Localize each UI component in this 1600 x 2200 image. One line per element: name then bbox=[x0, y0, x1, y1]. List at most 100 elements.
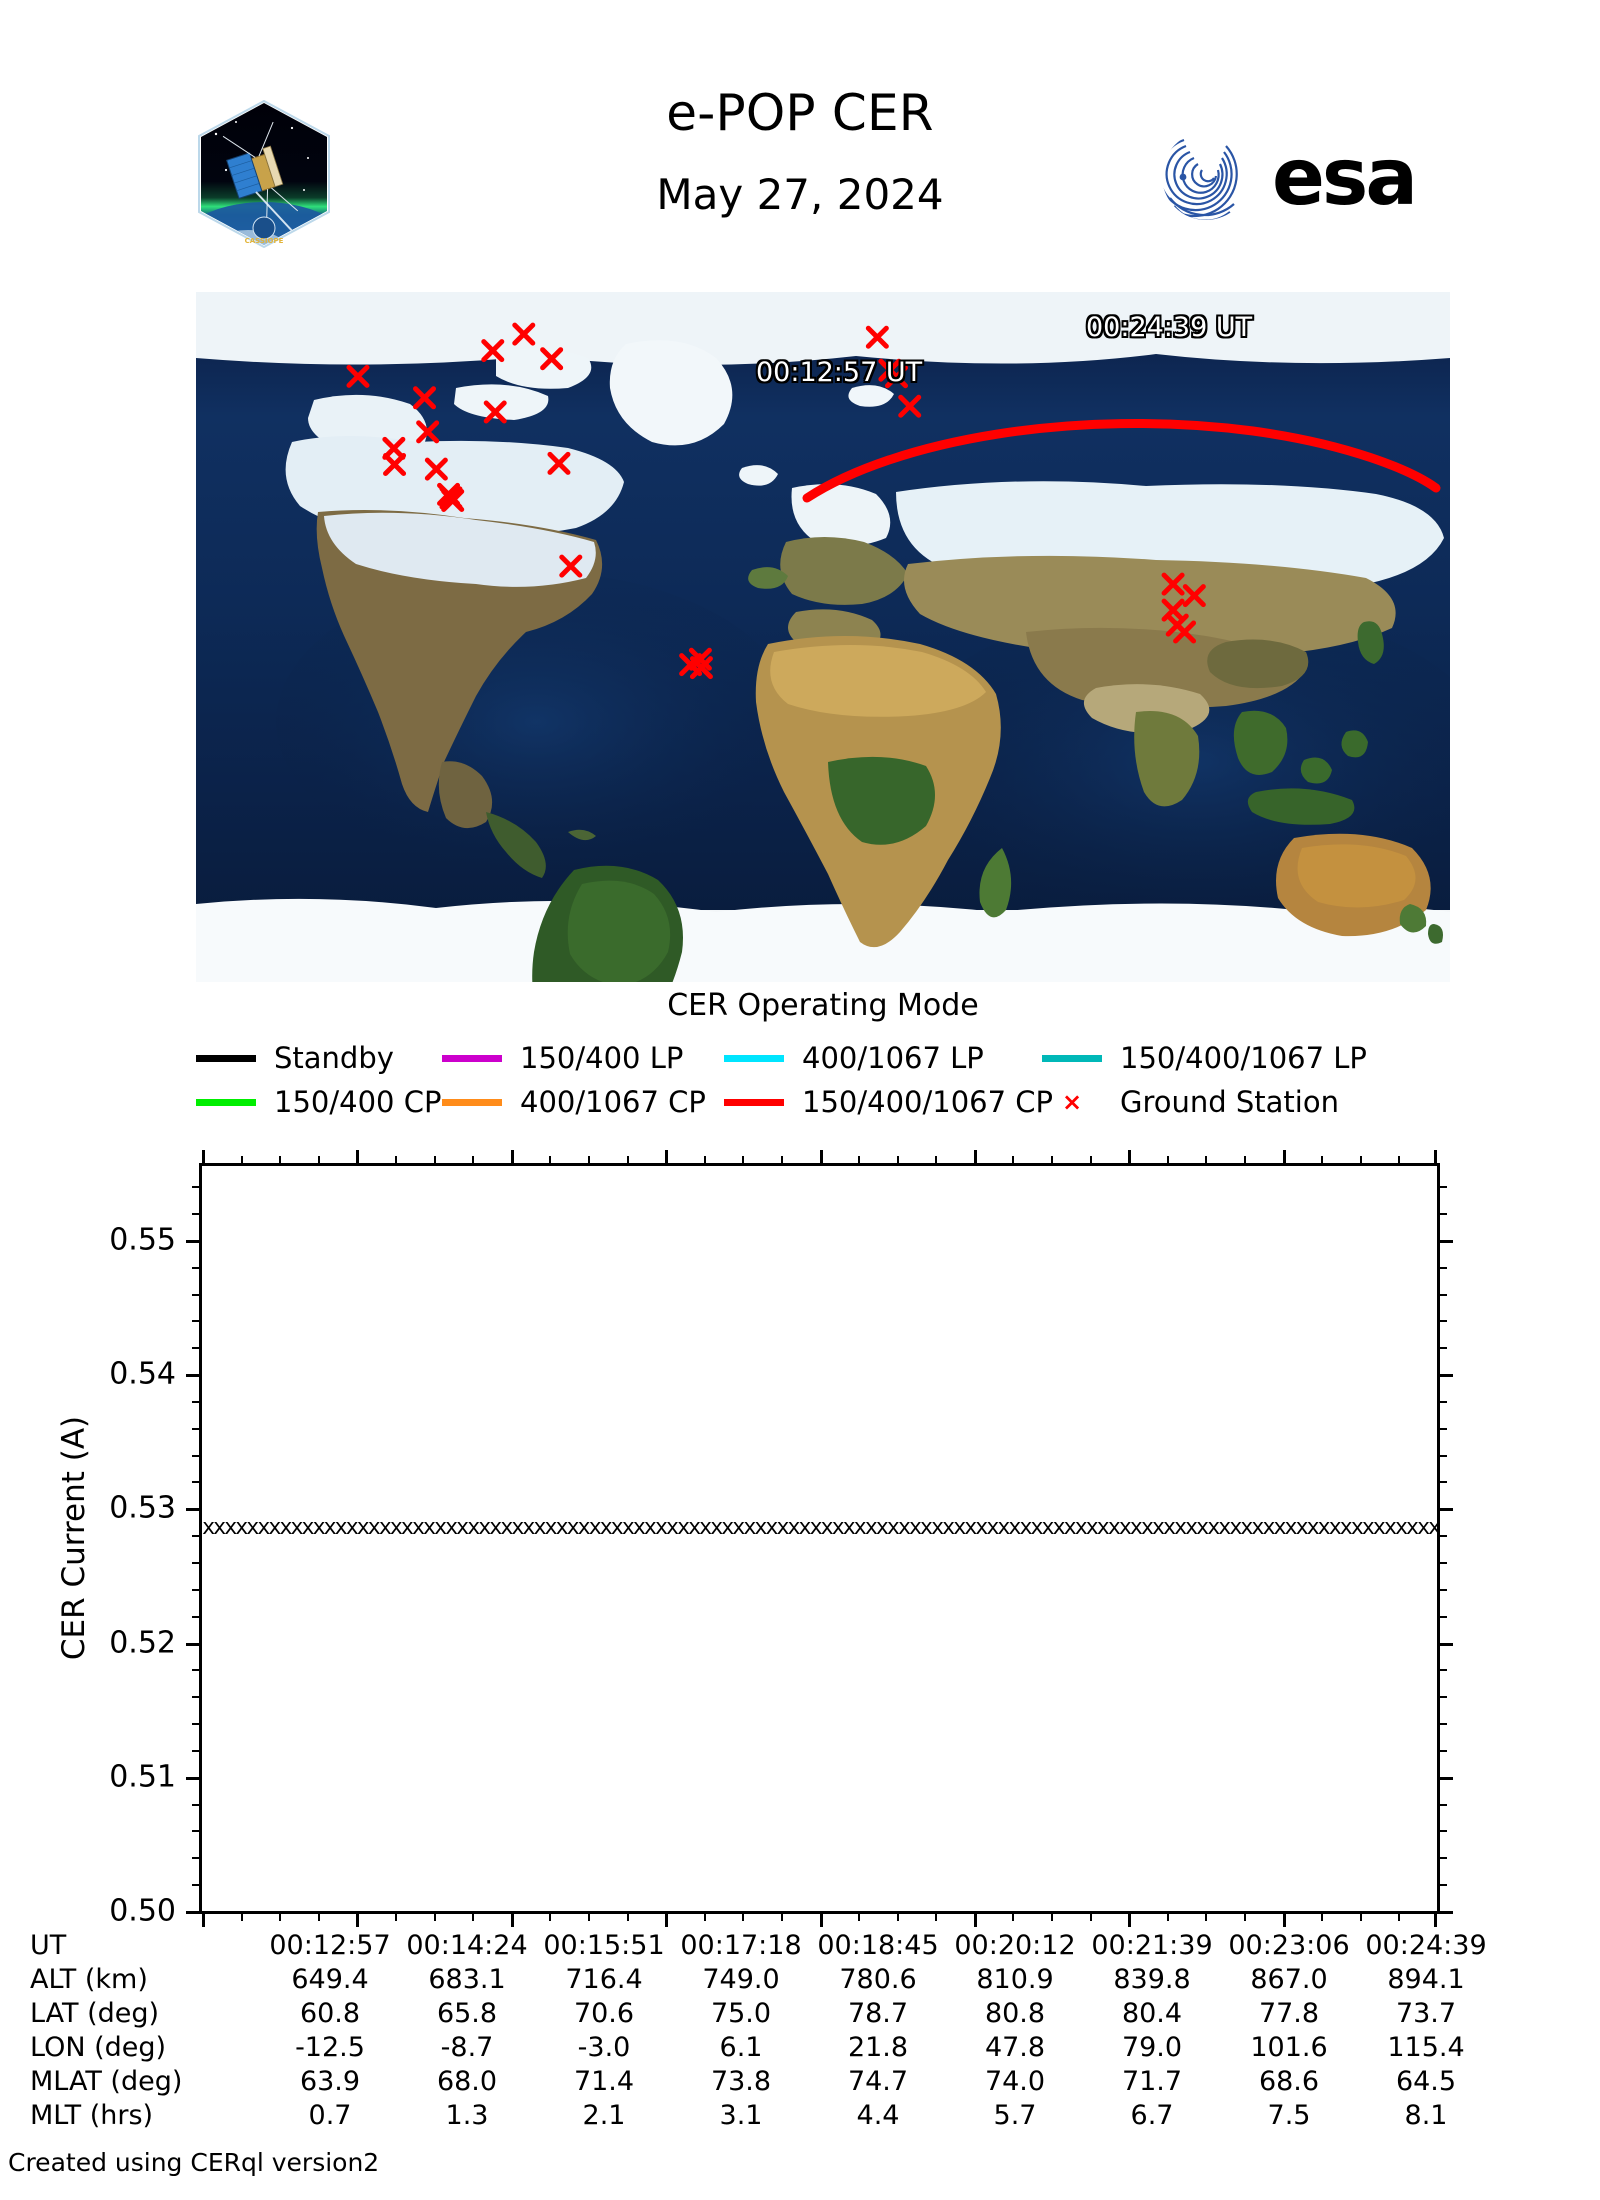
table-cell: 80.4 bbox=[1121, 1998, 1183, 2029]
table-cell: 64.5 bbox=[1395, 2066, 1457, 2097]
legend-item-standby[interactable]: Standby bbox=[196, 1036, 394, 1080]
x-axis-minor-tick bbox=[279, 1911, 282, 1921]
x-axis-minor-tick bbox=[472, 1911, 475, 1921]
x-axis-minor-tick bbox=[1012, 1911, 1015, 1921]
y-axis-minor-tick bbox=[1437, 1400, 1447, 1403]
table-row: UT 00:12:57 00:14:24 00:15:51 00:17:18 00:18:… bbox=[30, 1930, 1570, 1964]
y-axis-minor-tick bbox=[1437, 1481, 1447, 1484]
y-axis-minor-tick bbox=[192, 1320, 202, 1323]
table-row: MLT (hrs) 0.7 1.3 2.1 3.1 4.4 5.7 6.7 7.5 8.1 bbox=[30, 2100, 1570, 2134]
x-axis-minor-tick bbox=[1012, 1156, 1015, 1166]
legend-swatch-400-1067-lp bbox=[724, 1054, 784, 1062]
table-cell: 71.7 bbox=[1121, 2066, 1183, 2097]
y-axis-minor-tick bbox=[192, 1803, 202, 1806]
table-cell: 74.7 bbox=[847, 2066, 909, 2097]
esa-wordmark: esa bbox=[1272, 133, 1415, 223]
x-axis-minor-tick bbox=[1321, 1156, 1324, 1166]
cer-current-plot[interactable]: xxxxxxxxxxxxxxxxxxxxxxxxxxxxxxxxxxxxxxxx… bbox=[109, 1150, 1453, 1929]
y-axis-minor-tick bbox=[192, 1749, 202, 1752]
table-cell: 3.1 bbox=[719, 2100, 763, 2131]
x-axis-minor-tick bbox=[587, 1156, 590, 1166]
y-axis-tick bbox=[1437, 1508, 1453, 1512]
x-axis-tick bbox=[973, 1911, 977, 1927]
table-cell: 73.8 bbox=[710, 2066, 772, 2097]
legend-swatch-150-400-lp bbox=[442, 1054, 502, 1062]
table-cell: 839.8 bbox=[1113, 1964, 1191, 1995]
y-axis-minor-tick bbox=[192, 1696, 202, 1699]
table-cell: 649.4 bbox=[291, 1964, 369, 1995]
ground-station-icon: × bbox=[1061, 1088, 1083, 1116]
table-row-header: MLT (hrs) bbox=[30, 2100, 154, 2131]
table-cell: -3.0 bbox=[577, 2032, 631, 2063]
y-axis-tick-label: 0.50 bbox=[109, 1893, 176, 1929]
legend-item-150-400-1067-lp[interactable]: 150/400/1067 LP bbox=[1042, 1036, 1367, 1080]
table-cell: 78.7 bbox=[847, 1998, 909, 2029]
table-cell: 00:24:39 bbox=[1365, 1930, 1487, 1961]
y-axis-minor-tick bbox=[1437, 1857, 1447, 1860]
satellite-ground-track bbox=[802, 419, 1441, 503]
x-axis-minor-tick bbox=[240, 1156, 243, 1166]
table-cell: 101.6 bbox=[1250, 2032, 1328, 2063]
table-cell: 00:18:45 bbox=[817, 1930, 939, 1961]
x-axis-tick bbox=[510, 1911, 514, 1927]
y-axis-minor-tick bbox=[192, 1481, 202, 1484]
title-block: e-POP CER May 27, 2024 bbox=[400, 88, 1200, 216]
ground-station-marker bbox=[413, 386, 437, 410]
x-axis-minor-tick bbox=[433, 1911, 436, 1921]
table-cell: 79.0 bbox=[1121, 2032, 1183, 2063]
x-axis-tick bbox=[202, 1150, 205, 1166]
x-axis-minor-tick bbox=[780, 1156, 783, 1166]
table-cell: 749.0 bbox=[702, 1964, 780, 1995]
x-axis-tick bbox=[665, 1150, 669, 1166]
cassiope-mission-logo-icon: CASSIOPE bbox=[196, 99, 332, 249]
ground-station-marker bbox=[898, 394, 922, 418]
y-axis-tick bbox=[186, 1374, 202, 1378]
y-axis-minor-tick bbox=[1437, 1427, 1447, 1430]
ground-station-marker bbox=[441, 489, 465, 513]
x-axis-minor-tick bbox=[549, 1911, 552, 1921]
y-axis-tick bbox=[186, 1776, 202, 1780]
x-axis-tick bbox=[1434, 1150, 1437, 1166]
legend-label-150-400-1067-cp: 150/400/1067 CP bbox=[802, 1085, 1054, 1119]
table-cell: 65.8 bbox=[436, 1998, 498, 2029]
ephemeris-table: UT 00:12:57 00:14:24 00:15:51 00:17:18 00:18:… bbox=[30, 1930, 1570, 2134]
y-axis-minor-tick bbox=[192, 1454, 202, 1457]
y-axis-minor-tick bbox=[192, 1884, 202, 1887]
y-axis-minor-tick bbox=[1437, 1266, 1447, 1269]
table-cell: 74.0 bbox=[984, 2066, 1046, 2097]
table-cell: 7.5 bbox=[1267, 2100, 1311, 2131]
legend-item-150-400-cp[interactable]: 150/400 CP bbox=[196, 1080, 441, 1124]
table-row-header: MLAT (deg) bbox=[30, 2066, 183, 2097]
y-axis-minor-tick bbox=[192, 1723, 202, 1726]
x-axis-minor-tick bbox=[1089, 1156, 1092, 1166]
ground-station-marker bbox=[346, 364, 370, 388]
world-map-panel[interactable]: 00:12:57 UT 00:24:39 UT bbox=[196, 292, 1450, 982]
table-cell: 60.8 bbox=[299, 1998, 361, 2029]
table-cell: -8.7 bbox=[440, 2032, 494, 2063]
y-axis-minor-tick bbox=[1437, 1615, 1447, 1618]
table-cell: 77.8 bbox=[1258, 1998, 1320, 2029]
x-axis-minor-tick bbox=[317, 1156, 320, 1166]
legend-item-ground-station[interactable]: × Ground Station bbox=[1042, 1080, 1339, 1124]
y-axis-tick-label: 0.55 bbox=[109, 1222, 176, 1258]
y-axis-minor-tick bbox=[1437, 1723, 1447, 1726]
ground-station-marker bbox=[424, 457, 448, 481]
table-cell: 71.4 bbox=[573, 2066, 635, 2097]
legend-label-standby: Standby bbox=[274, 1041, 394, 1075]
y-axis-minor-tick bbox=[192, 1561, 202, 1564]
legend-item-400-1067-lp[interactable]: 400/1067 LP bbox=[724, 1036, 984, 1080]
y-axis-tick bbox=[186, 1508, 202, 1512]
table-cell: 00:17:18 bbox=[680, 1930, 802, 1961]
table-cell: 00:23:06 bbox=[1228, 1930, 1350, 1961]
legend-item-150-400-1067-cp[interactable]: 150/400/1067 CP bbox=[724, 1080, 1053, 1124]
table-cell: 00:14:24 bbox=[406, 1930, 528, 1961]
y-axis-minor-tick bbox=[192, 1347, 202, 1350]
table-cell: 0.7 bbox=[308, 2100, 352, 2131]
legend-label-ground-station: Ground Station bbox=[1120, 1085, 1339, 1119]
legend-item-150-400-lp[interactable]: 150/400 LP bbox=[442, 1036, 683, 1080]
ground-station-marker bbox=[1161, 572, 1185, 596]
x-axis-tick bbox=[1282, 1911, 1286, 1927]
y-axis-minor-tick bbox=[192, 1615, 202, 1618]
y-axis-minor-tick bbox=[1437, 1749, 1447, 1752]
legend-item-400-1067-cp[interactable]: 400/1067 CP bbox=[442, 1080, 706, 1124]
